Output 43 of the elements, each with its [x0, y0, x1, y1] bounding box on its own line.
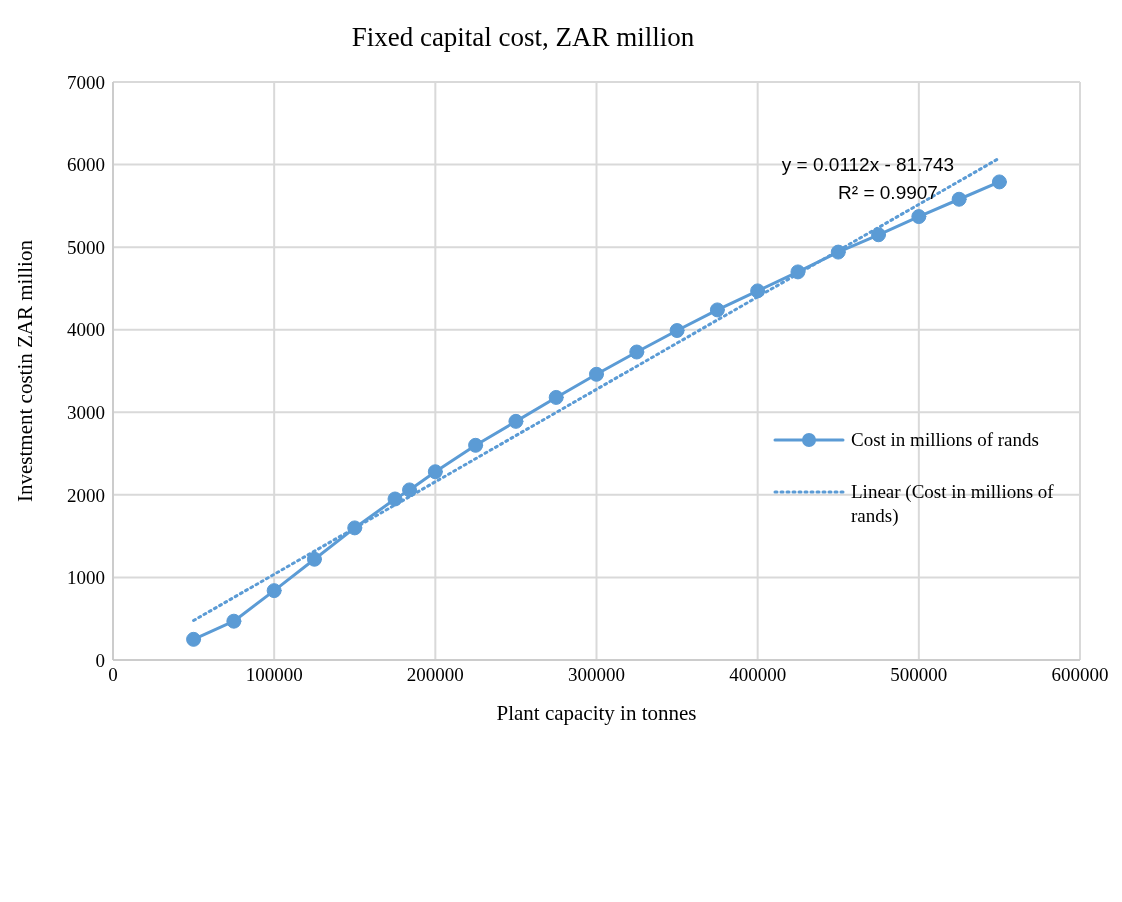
y-tick-label: 5000 [67, 236, 105, 258]
chart-title: Fixed capital cost, ZAR million [350, 22, 696, 53]
point [709, 302, 725, 318]
point [347, 520, 363, 536]
point [468, 437, 484, 453]
x-tick-label: 200000 [406, 664, 464, 686]
point [629, 344, 645, 360]
point [991, 174, 1007, 190]
x-tick-label: 400000 [729, 664, 787, 686]
x-tick-label: 100000 [245, 664, 303, 686]
point [830, 244, 846, 260]
point [669, 323, 685, 339]
point [871, 227, 887, 243]
point [951, 191, 967, 207]
annotation: y = 0.0112x - 81.743 [780, 154, 956, 176]
point [266, 583, 282, 599]
y-tick-label: 4000 [67, 319, 105, 341]
y-tick-label: 6000 [67, 154, 105, 176]
point [226, 613, 242, 629]
point [589, 366, 604, 382]
point [750, 283, 766, 299]
x-tick-label: 500000 [890, 664, 948, 686]
y-tick-label: 3000 [67, 402, 105, 424]
y-axis-title: Investment costin ZAR million [13, 239, 38, 502]
y-tick-label: 1000 [67, 567, 105, 589]
point [186, 631, 202, 647]
point [387, 491, 403, 507]
point [306, 551, 322, 567]
point [427, 464, 443, 480]
x-axis-title: Plant capacity in tonnes [496, 701, 697, 725]
point [402, 482, 418, 498]
legend-label: Cost in millions of rands [851, 428, 1040, 452]
x-tick-label: 300000 [568, 664, 625, 686]
y-tick-label: 7000 [67, 71, 105, 93]
point [548, 389, 564, 405]
x-tick-label: 600000 [1051, 664, 1109, 686]
y-tick-label: 0 [95, 649, 105, 671]
y-tick-label: 2000 [67, 484, 105, 506]
point [790, 264, 806, 280]
point [508, 413, 524, 429]
annotation: R² = 0.9907 [837, 182, 939, 204]
legend-label: Linear (Cost in millions of rands) [851, 480, 1055, 528]
point [911, 209, 927, 225]
